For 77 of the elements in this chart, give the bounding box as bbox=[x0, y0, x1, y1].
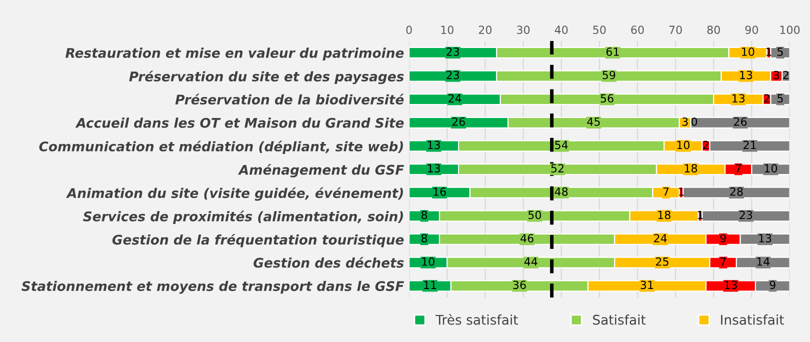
x-tick-label: 100 bbox=[780, 26, 800, 34]
data-label: 7 bbox=[736, 164, 741, 172]
data-label: 13 bbox=[428, 140, 440, 150]
y-tick-label: Restauration et mise en valeur du patrimoine bbox=[66, 48, 404, 60]
data-label: 13 bbox=[740, 70, 752, 80]
x-tick-label: 40 bbox=[554, 26, 568, 34]
data-label: 48 bbox=[554, 187, 568, 196]
data-label: 8 bbox=[421, 234, 428, 242]
data-label: 24 bbox=[448, 94, 462, 102]
data-label: 56 bbox=[600, 94, 614, 103]
data-label: 2 bbox=[783, 70, 788, 80]
data-label: 45 bbox=[587, 118, 600, 126]
legend-label: Satisfait bbox=[593, 314, 646, 325]
data-label: 13 bbox=[759, 234, 772, 242]
y-tick-label: Gestion de la fréquentation touristique bbox=[112, 234, 404, 248]
data-label: 50 bbox=[528, 210, 542, 220]
data-label: 3 bbox=[774, 70, 780, 80]
data-label: 31 bbox=[640, 280, 654, 290]
x-tick-label: 30 bbox=[517, 26, 530, 34]
data-label: 59 bbox=[602, 70, 616, 80]
x-tick-label: 10 bbox=[441, 26, 454, 34]
data-label: 46 bbox=[520, 234, 534, 242]
data-label: 36 bbox=[513, 280, 526, 290]
x-tick-label: 80 bbox=[707, 26, 720, 34]
data-label: 44 bbox=[524, 258, 538, 266]
y-tick-label: Gestion des déchets bbox=[254, 257, 404, 268]
data-label: 7 bbox=[663, 188, 669, 196]
data-label: 14 bbox=[757, 258, 770, 266]
y-tick-label: Aménagement du GSF bbox=[238, 164, 404, 178]
x-tick-label: 0 bbox=[406, 26, 412, 34]
y-tick-label: Stationnement et moyens de transport dans le GSF bbox=[22, 280, 404, 294]
y-tick-label: Préservation de la biodiversité bbox=[175, 94, 404, 105]
x-tick-label: 50 bbox=[593, 26, 606, 34]
data-label: 5 bbox=[778, 94, 783, 103]
data-label: 3 bbox=[682, 117, 688, 126]
data-label: 10 bbox=[764, 164, 778, 173]
data-label: 2 bbox=[703, 140, 708, 150]
data-label: 13 bbox=[732, 94, 745, 103]
data-label: 26 bbox=[452, 117, 465, 126]
data-label: 18 bbox=[658, 210, 670, 220]
x-tick-label: 20 bbox=[478, 26, 492, 34]
data-label: 23 bbox=[740, 210, 752, 220]
data-label: 9 bbox=[720, 234, 726, 242]
x-tick-label: 60 bbox=[631, 26, 644, 34]
y-tick-label: Services de proximités (alimentation, soin) bbox=[83, 210, 403, 224]
annotation: 0 bbox=[692, 117, 698, 126]
y-tick-label: Animation du site (visite guidée, événement) bbox=[66, 187, 403, 201]
data-label: 25 bbox=[656, 257, 668, 266]
data-label: 5 bbox=[778, 48, 783, 56]
data-label: 9 bbox=[770, 280, 776, 290]
data-label: 13 bbox=[428, 164, 440, 173]
data-label: 10 bbox=[677, 140, 690, 150]
data-label: 13 bbox=[724, 280, 737, 290]
data-label: 10 bbox=[742, 48, 754, 56]
data-label: 2 bbox=[764, 94, 770, 102]
data-label: 18 bbox=[684, 164, 698, 173]
legend-label: Insatisfait bbox=[721, 314, 784, 325]
data-label: 23 bbox=[446, 70, 460, 80]
data-label: 61 bbox=[606, 48, 619, 56]
y-tick-label: Accueil dans les OT et Maison du Grand Site bbox=[75, 118, 404, 128]
y-tick-label: Préservation du site et des paysages bbox=[129, 70, 404, 84]
data-label: 16 bbox=[434, 187, 446, 196]
data-label: 54 bbox=[555, 140, 568, 150]
data-label: 11 bbox=[424, 280, 436, 289]
data-label: 52 bbox=[551, 164, 564, 173]
data-label: 10 bbox=[422, 257, 434, 266]
data-label: 21 bbox=[744, 140, 756, 150]
x-tick-label: 90 bbox=[745, 26, 758, 34]
x-tick-label: 70 bbox=[669, 26, 682, 34]
data-label: 7 bbox=[720, 258, 726, 266]
data-label: 28 bbox=[730, 187, 743, 196]
data-label: 24 bbox=[654, 234, 667, 242]
data-label: 23 bbox=[446, 48, 460, 56]
data-label: 8 bbox=[421, 210, 428, 220]
data-label: 26 bbox=[734, 117, 747, 126]
legend-label: Très satisfait bbox=[436, 314, 518, 325]
y-tick-label: Communication et médiation (dépliant, site web) bbox=[39, 140, 403, 154]
